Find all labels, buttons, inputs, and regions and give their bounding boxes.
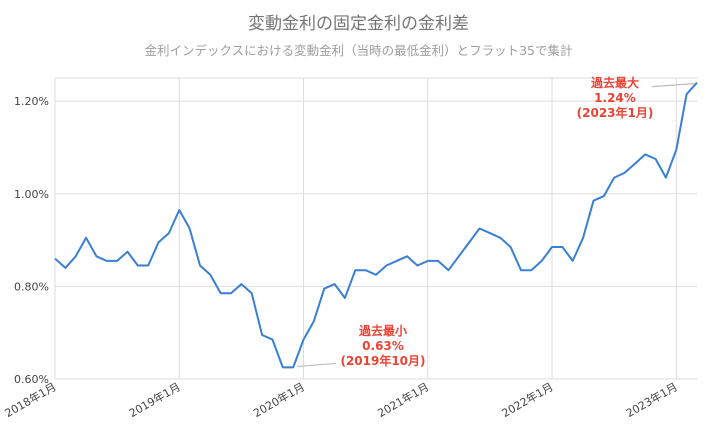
series-line [54,81,698,369]
x-tick-label: 2020年1月 [251,379,307,420]
annotation-leader [297,362,337,368]
grid-lines [54,77,697,380]
x-tick-label: 2023年1月 [623,379,679,420]
y-tick-label: 0.80% [14,280,49,293]
annotation-text: (2023年1月) [577,105,654,120]
annotation-text: 0.63% [362,339,404,353]
annotation-text: 1.24% [594,91,636,105]
x-tick-label: 2022年1月 [499,379,555,420]
annotation-text: (2019年10月) [340,353,425,368]
annotation-text: 過去最大 [590,75,639,90]
annotation-leader [651,83,696,88]
y-tick-label: 1.00% [14,188,49,201]
series-layer [54,81,698,369]
chart-title: 変動金利の固定金利の金利差 [248,14,469,34]
y-tick-label: 1.20% [14,95,49,108]
x-tick-label: 2019年1月 [126,379,182,420]
x-tick-label: 2021年1月 [375,379,431,420]
y-axis-ticks: 0.60% 0.80% 1.00% 1.20% [14,95,49,386]
chart-subtitle: 金利インデックスにおける変動金利（当時の最低金利）とフラット35で集計 [144,43,573,58]
x-axis-ticks: 2018年1月 2019年1月 2020年1月 2021年1月 2022年1月 2023年… [2,379,680,420]
y-tick-label: 0.60% [14,373,49,386]
annotation-text: 過去最小 [358,323,407,338]
